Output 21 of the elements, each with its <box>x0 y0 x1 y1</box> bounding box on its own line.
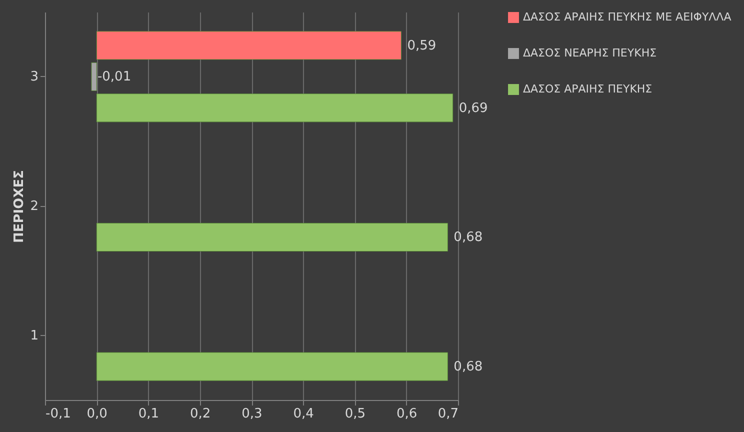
x-tick-label: 0,1 <box>138 406 160 422</box>
y-tick-label: 1 <box>30 328 38 344</box>
x-tick-label: 0,4 <box>293 406 314 422</box>
data-label: 0,68 <box>454 360 483 375</box>
x-tick-label: 0,0 <box>86 406 108 422</box>
x-tick-label: -0,1 <box>46 406 71 422</box>
data-label: 0,68 <box>454 230 483 246</box>
legend-label: ΔΑΣΟΣ ΝΕΑΡΗΣ ΠΕΥΚΗΣ <box>523 46 657 60</box>
data-label: -0,01 <box>97 70 132 85</box>
x-tick-label: 0,5 <box>344 406 366 422</box>
legend-label: ΔΑΣΟΣ ΑΡΑΙΗΣ ΠΕΥΚΗΣ <box>523 82 652 96</box>
y-tick-label: 3 <box>30 70 38 85</box>
y-axis-title: ΠΕΡΙΟΧΕΣ <box>12 170 28 243</box>
data-label: 0,59 <box>407 38 436 54</box>
x-tick-label: 0,7 <box>438 406 458 422</box>
data-label: 0,69 <box>458 100 488 116</box>
y-tick-label: 2 <box>30 199 38 214</box>
x-tick-label: 0,6 <box>396 406 418 422</box>
x-tick-label: 0,2 <box>190 406 211 422</box>
legend-label: ΔΑΣΟΣ ΑΡΑΙΗΣ ΠΕΥΚΗΣ ΜΕ ΑΕΙΦΥΛΛΑ <box>523 10 732 24</box>
x-tick-label: 0,3 <box>242 406 262 422</box>
